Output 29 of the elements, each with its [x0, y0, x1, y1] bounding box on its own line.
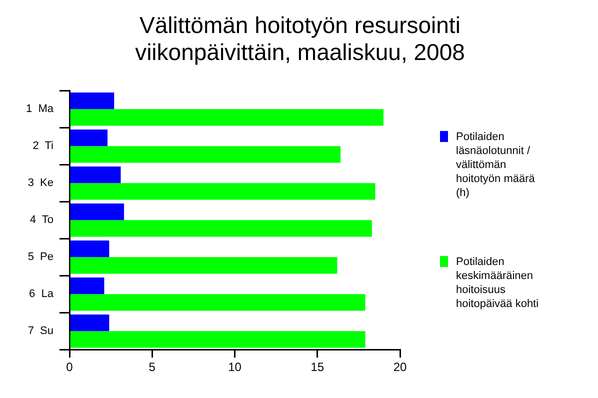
legend-label: Potilaiden keskimääräinen hoitoisuus hoitopäivää kohti — [456, 255, 540, 311]
y-tick-label: 1 Ma — [26, 103, 54, 116]
bar — [70, 203, 124, 220]
y-tick-label: 4 To — [30, 214, 54, 226]
bar — [70, 240, 110, 258]
bar — [70, 314, 110, 332]
y-tick-label: 6 La — [29, 288, 54, 300]
bar — [70, 129, 108, 146]
x-tick-label: 0 — [66, 360, 74, 374]
legend-label: Potilaiden läsnäolotunnit / välittömän hoitotyön määrä (h) — [456, 130, 536, 200]
y-tick-label: 5 Pe — [28, 251, 54, 264]
y-tick-label: 3 Ke — [28, 177, 54, 190]
y-tick-label: 7 Su — [28, 325, 54, 338]
x-tick-label: 10 — [228, 360, 242, 374]
bar — [70, 294, 366, 311]
x-tick-label: 20 — [393, 360, 407, 374]
bar — [70, 146, 341, 163]
y-tick-label: 2 Ti — [32, 140, 54, 152]
bar — [70, 183, 376, 200]
x-tick-label: 15 — [310, 360, 324, 374]
bar — [70, 166, 121, 184]
bar — [70, 220, 372, 237]
bar — [70, 331, 366, 348]
bar — [70, 92, 114, 110]
bar — [70, 257, 338, 274]
bar — [70, 277, 104, 294]
bar — [70, 109, 384, 126]
chart-title: Välittömän hoitotyön resursointi viikonpäivittäin, maaliskuu, 2008 — [134, 12, 466, 66]
x-tick-label: 5 — [148, 360, 156, 374]
